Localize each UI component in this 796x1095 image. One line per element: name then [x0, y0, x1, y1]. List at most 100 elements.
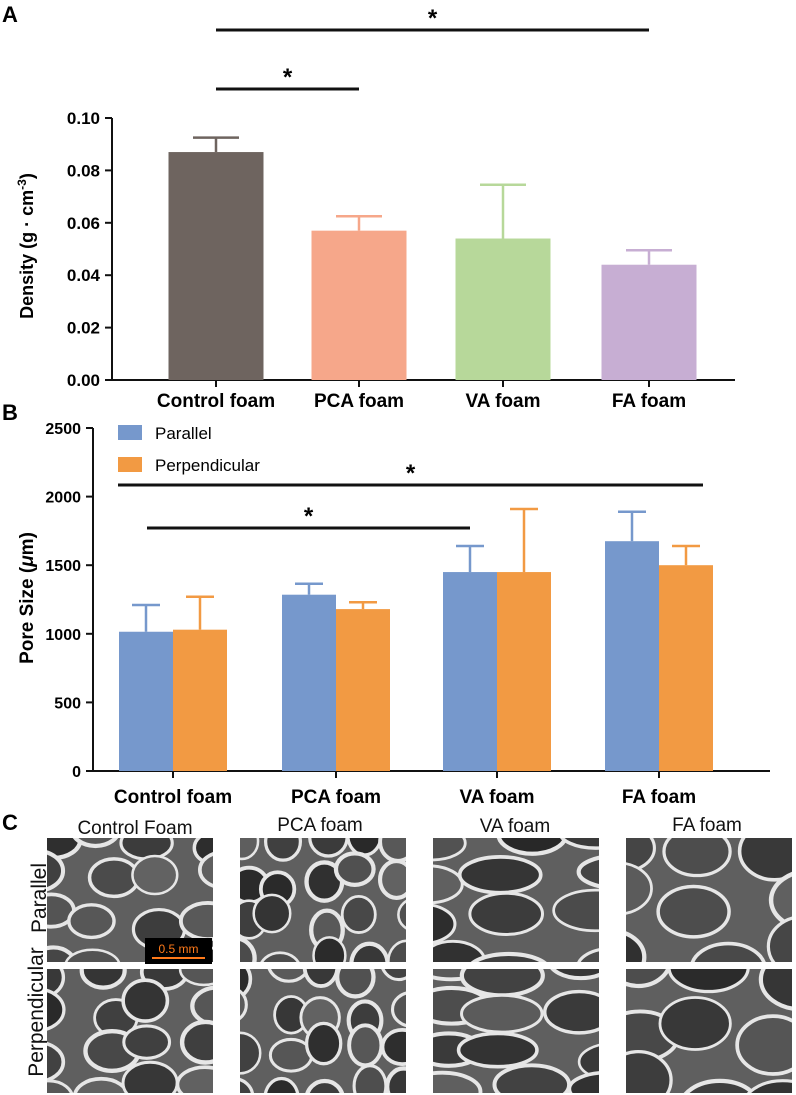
- panel-b-y-tick-label: 1500: [45, 558, 81, 575]
- sem-pore: [197, 852, 213, 888]
- sem-pore: [690, 941, 766, 962]
- sem-pore: [397, 899, 406, 930]
- panel-a-bar-control-foam: [168, 152, 264, 380]
- sem-image-control-parallel: [47, 838, 213, 962]
- sem-pore: [190, 985, 213, 1027]
- sem-pore: [433, 903, 457, 945]
- sem-pore: [626, 838, 656, 874]
- sem-pore: [79, 969, 127, 990]
- sem-pore: [304, 1021, 343, 1066]
- sem-pore: [73, 1076, 130, 1093]
- sem-pore: [768, 871, 792, 929]
- sem-pore: [72, 838, 119, 849]
- sem-pore: [381, 969, 406, 982]
- panel-b-letter: B: [2, 400, 18, 425]
- sem-pore: [308, 838, 349, 858]
- sem-pore: [263, 1076, 300, 1093]
- panel-b-bar-va-foam-parallel: [443, 572, 497, 771]
- sem-pore: [340, 894, 377, 934]
- sem-texture: [626, 969, 792, 1093]
- panel-b-x-label-control-foam: Control foam: [114, 787, 232, 808]
- panel-a-y-tick-label: 0.06: [67, 214, 100, 233]
- panel-b-y-tick-label: 0: [72, 764, 81, 781]
- panel-b-x-label-pca-foam: PCA foam: [291, 787, 381, 808]
- panel-a-x-label-va-foam: VA foam: [466, 391, 541, 412]
- sem-texture: [240, 838, 406, 962]
- sem-pore: [131, 854, 179, 896]
- panel-b-bars: [119, 507, 713, 778]
- panel-b-bar-control-foam-parallel: [119, 631, 173, 771]
- sem-pore: [240, 989, 248, 1021]
- scale-bar: 0.5 mm: [145, 938, 212, 964]
- sem-texture: [433, 838, 599, 962]
- sem-pore: [347, 1023, 384, 1068]
- sem-pore: [576, 855, 599, 889]
- panel-b-y-tick-label: 2000: [45, 490, 81, 507]
- panel-a-significance: **: [216, 5, 649, 91]
- sem-image-va-parallel: [433, 838, 599, 962]
- sem-pore: [560, 838, 599, 850]
- panel-c-letter: C: [2, 810, 18, 835]
- panel-b-y-axis-label: Pore Size (μm): [17, 532, 38, 664]
- sem-pore: [240, 969, 253, 999]
- sem-pore: [349, 941, 390, 962]
- panel-b-legend-swatch-perpendicular: [118, 457, 142, 472]
- sem-pore: [658, 996, 732, 1051]
- sem-pore: [460, 993, 544, 1034]
- sem-pore: [735, 1014, 792, 1076]
- sem-pore: [387, 939, 406, 962]
- sem-pore: [390, 991, 406, 1028]
- panel-a-bar-pca-foam: [311, 230, 407, 380]
- sem-image-fa-parallel: [626, 838, 792, 962]
- sem-pore: [267, 969, 310, 983]
- panel-b-bar-va-foam-perpendicular: [497, 572, 551, 771]
- sem-pore: [47, 988, 66, 1031]
- sem-pore: [496, 838, 568, 856]
- panel-a-bar-va-foam: [455, 238, 551, 380]
- panel-b-x-labels: Control foam PCA foam VA foam FA foam: [114, 787, 696, 808]
- panel-a-y-tick-label: 0.04: [67, 266, 101, 285]
- panel-b-y-tick-label: 2500: [45, 421, 81, 438]
- sem-pore: [626, 1049, 673, 1093]
- panel-a-y-axis: 0.00 0.02 0.04 0.06 0.08 0.10: [67, 109, 735, 390]
- panel-a-letter: A: [2, 2, 18, 27]
- panel-a-y-axis-label: Density (g · cm-3): [15, 173, 37, 319]
- sem-pore: [119, 838, 174, 861]
- sem-pore: [122, 1024, 172, 1060]
- sem-pore: [626, 931, 647, 962]
- sem-pore: [64, 948, 121, 962]
- sem-pore: [552, 888, 599, 933]
- sem-pore: [87, 857, 141, 899]
- sem-pore: [175, 1065, 213, 1093]
- panel-b: B 0 500 1000 1500 2000 2500 Control foam PCA f…: [2, 400, 770, 808]
- panel-b-bar-control-foam-perpendicular: [173, 629, 227, 771]
- sem-pore: [626, 862, 653, 915]
- sem-image-fa-perpendicular: [626, 969, 792, 1093]
- panel-a-y-tick-label: 0.00: [67, 371, 100, 390]
- sem-col-title-va: VA foam: [479, 816, 551, 837]
- sem-col-title-pca: PCA foam: [277, 815, 363, 836]
- sem-pore: [626, 969, 671, 989]
- sem-pore: [260, 951, 300, 962]
- sem-pore: [577, 948, 599, 962]
- sem-image-pca-perpendicular: [240, 969, 406, 1093]
- sem-texture: [240, 969, 406, 1093]
- sem-pore: [47, 969, 66, 999]
- sem-pore: [305, 1078, 345, 1093]
- sem-pore: [662, 838, 732, 878]
- sem-pore: [178, 901, 213, 942]
- sem-pore: [550, 969, 599, 981]
- panel-b-significance-star: *: [304, 503, 314, 530]
- panel-a-x-label-pca-foam: PCA foam: [314, 391, 404, 412]
- sem-pore: [577, 1043, 599, 1080]
- sem-image-control-perpendicular: [47, 969, 213, 1093]
- sem-pore: [312, 936, 347, 962]
- sem-pore: [543, 989, 599, 1035]
- sem-texture: [47, 969, 213, 1093]
- panel-b-bar-fa-foam-perpendicular: [659, 565, 713, 771]
- sem-pore: [67, 903, 116, 940]
- sem-pore: [433, 838, 467, 862]
- panel-b-legend-swatch-parallel: [118, 425, 142, 440]
